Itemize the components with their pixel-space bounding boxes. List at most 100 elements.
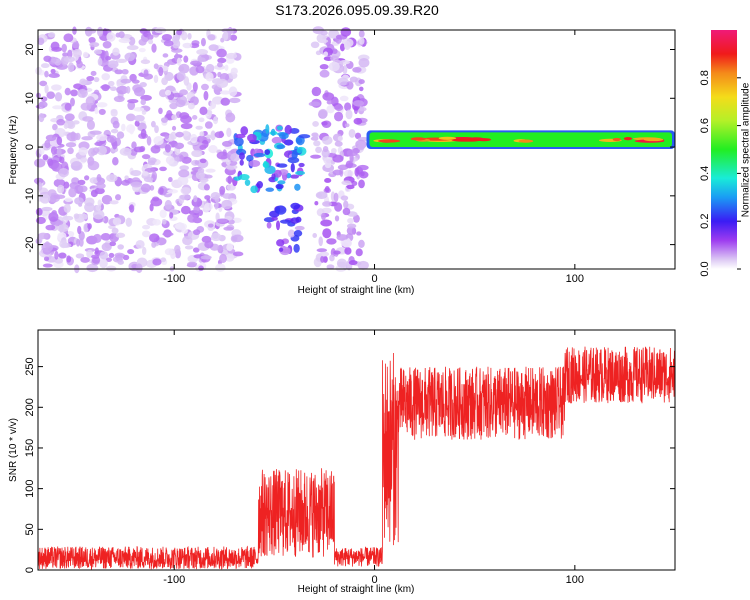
- spectrogram-cell: [101, 242, 112, 252]
- spectrogram-cell: [160, 117, 169, 123]
- spectrogram-cell: [217, 57, 227, 64]
- spectrogram-cell: [146, 136, 152, 146]
- spectrogram-cell: [265, 124, 270, 134]
- spectrogram-cell: [312, 233, 318, 238]
- spectrogram-cell: [222, 30, 229, 41]
- spectrogram-cell: [180, 205, 191, 215]
- spectrogram-cell: [105, 257, 112, 263]
- spectrogram-cell: [56, 136, 63, 146]
- spectrogram-cell: [337, 77, 349, 86]
- spectrogram-cell: [346, 184, 355, 190]
- spectrogram-cell: [295, 170, 306, 176]
- spectrogram-cell: [201, 83, 209, 91]
- spectrogram-cell: [344, 102, 352, 112]
- spectrogram-cell: [247, 133, 257, 143]
- snr-y-tick-label: 200: [24, 398, 36, 416]
- spectrogram-cell: [135, 263, 143, 274]
- spectrogram-cell: [298, 134, 311, 139]
- spectrogram-cell: [225, 164, 238, 170]
- spectrogram-cell: [178, 66, 185, 72]
- spectrogram-cell: [344, 123, 350, 128]
- spectrogram-cell: [199, 131, 205, 137]
- spectrogram-cell: [96, 145, 108, 156]
- spectrogram-cell: [217, 62, 223, 68]
- spectrogram-cell: [132, 79, 140, 84]
- spectrogram-cell: [220, 37, 225, 43]
- spectrogram-cell: [322, 145, 329, 153]
- spectrogram-cell: [64, 87, 71, 96]
- spectrogram-cell: [140, 128, 147, 139]
- spectrogram-cell: [42, 154, 49, 161]
- spectrogram-cell: [48, 211, 59, 222]
- spectrogram-cell: [328, 61, 340, 72]
- spectrogram-cell: [183, 55, 189, 63]
- spectrogram-cell: [354, 167, 360, 177]
- spectrogram-cell: [134, 114, 145, 122]
- spectrogram-cell: [270, 128, 276, 136]
- spectrogram-cell: [164, 199, 172, 210]
- spectrogram-cell: [158, 107, 163, 115]
- spectrogram-cell: [154, 125, 159, 134]
- spectrogram-cell: [100, 233, 111, 241]
- spectrogram-cell: [346, 81, 354, 90]
- snr-series-line: [37, 346, 676, 570]
- spectrogram-cell: [98, 108, 106, 115]
- spectrogram-cell: [287, 156, 300, 164]
- spectrogram-cell: [248, 160, 261, 168]
- spectrogram-cell: [100, 51, 105, 61]
- spectrogram-y-label: Frequency (Hz): [8, 116, 19, 185]
- spectrogram-cell: [73, 83, 83, 90]
- spectrogram-cell: [102, 40, 112, 49]
- spectrogram-cell: [308, 101, 321, 107]
- spectrogram-cell: [179, 165, 190, 171]
- spectrogram-cell: [110, 109, 118, 117]
- spectrogram-cell: [265, 187, 275, 192]
- spectrogram-cell: [159, 187, 164, 195]
- spectrogram-cell: [40, 63, 50, 69]
- spectrogram-cell: [74, 197, 84, 205]
- spectrogram-cell: [358, 30, 365, 38]
- spectrogram-cell: [333, 250, 341, 255]
- spectrogram-cell: [83, 51, 89, 58]
- spectrogram-cell: [346, 149, 358, 157]
- spectrogram-cell: [46, 91, 56, 99]
- spectrogram-x-tick-label: -100: [163, 273, 185, 285]
- snr-y-tick-label: 250: [24, 357, 36, 375]
- spectrogram-cell: [47, 32, 56, 38]
- spectrogram-cell: [80, 213, 88, 220]
- spectrogram-cell: [219, 185, 226, 195]
- spectrogram-cell: [224, 253, 235, 262]
- spectrogram-cell: [50, 57, 57, 63]
- spectrogram-cell: [313, 140, 321, 147]
- spectrogram-cell: [45, 224, 56, 231]
- spectrogram-cell: [41, 206, 53, 212]
- spectrogram-cell: [266, 221, 272, 229]
- spectrogram-cell: [176, 71, 186, 81]
- spectrogram-cell: [96, 182, 106, 189]
- spectrogram-cell: [84, 175, 90, 181]
- spectrogram-cell: [37, 182, 43, 191]
- spectrogram-cell: [97, 57, 103, 66]
- spectrogram-cell: [110, 86, 117, 92]
- spectrogram-cell: [312, 132, 319, 140]
- spectrogram-cell: [354, 132, 362, 140]
- spectrogram-cell: [200, 255, 212, 260]
- spectrogram-cell: [349, 76, 358, 83]
- spectrogram-cell: [77, 179, 86, 186]
- colorbar-tick-label: 0.0: [699, 261, 711, 276]
- spectrogram-cell: [87, 160, 100, 171]
- spectrogram-cell: [75, 253, 85, 259]
- spectrogram-cell: [65, 142, 77, 148]
- spectrogram-cell: [227, 175, 232, 185]
- colorbar-ticks: 0.0 0.2 0.4 0.6 0.8: [699, 70, 741, 277]
- spectrogram-cell: [85, 96, 96, 106]
- spectrogram-cell: [275, 183, 284, 190]
- spectrogram-cell: [96, 102, 108, 108]
- spectrogram-cell: [190, 133, 198, 144]
- spectrogram-cell: [357, 143, 365, 151]
- spectrogram-cell: [42, 263, 53, 268]
- spectrogram-cell: [319, 69, 330, 78]
- spectrogram-cell: [93, 76, 100, 83]
- spectrogram-cell: [50, 41, 60, 51]
